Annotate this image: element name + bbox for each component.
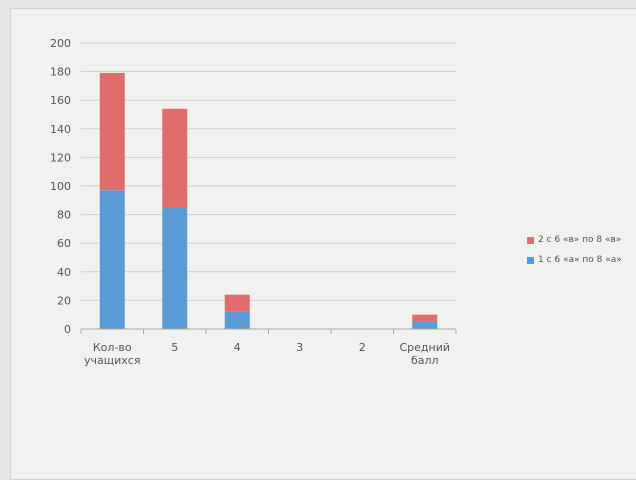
x-category-label: 5 xyxy=(171,341,178,354)
gridlines xyxy=(81,42,456,301)
legend-label: 2 с 6 «в» по 8 «в» xyxy=(538,235,622,245)
y-tick-label: 120 xyxy=(50,151,71,164)
legend-swatch xyxy=(527,236,534,244)
chart-area: 0 20 40 60 80 100 120 140 160 180 200 Кол-во учащих… xyxy=(10,8,636,480)
y-tick-label: 140 xyxy=(50,123,71,136)
y-tick-label: 200 xyxy=(50,37,71,50)
x-category-label: 2 xyxy=(359,341,366,354)
y-tick-label: 180 xyxy=(50,66,71,79)
legend: 2 с 6 «в» по 8 «в» 1 с 6 «а» по 8 «а» xyxy=(527,230,622,270)
y-tick-label: 160 xyxy=(50,94,71,107)
y-axis-ticks: 0 20 40 60 80 100 120 140 160 180 200 xyxy=(50,37,71,336)
bar-segment xyxy=(99,190,125,329)
bar-segment xyxy=(412,314,438,322)
legend-item: 2 с 6 «в» по 8 «в» xyxy=(527,230,622,250)
bar-segment xyxy=(412,321,438,329)
y-tick-label: 0 xyxy=(64,323,71,336)
legend-item: 1 с 6 «а» по 8 «а» xyxy=(527,250,622,270)
x-category-label: Средний балл xyxy=(399,341,450,367)
legend-label: 1 с 6 «а» по 8 «а» xyxy=(538,255,622,265)
stacked-bar-chart: 0 20 40 60 80 100 120 140 160 180 200 Кол-во учащих… xyxy=(50,37,457,367)
y-tick-label: 60 xyxy=(57,237,71,250)
x-category-label: Кол-во учащихся xyxy=(84,341,140,367)
bar-segment xyxy=(99,73,125,191)
y-tick-label: 80 xyxy=(57,209,71,222)
x-category-label: 4 xyxy=(234,341,241,354)
bar-segment xyxy=(162,108,188,208)
bar-segment xyxy=(162,207,188,329)
bars xyxy=(99,73,438,329)
legend-swatch xyxy=(527,256,534,264)
y-tick-label: 40 xyxy=(57,266,71,279)
bar-segment xyxy=(224,311,250,329)
x-category-label: 3 xyxy=(296,341,303,354)
y-tick-label: 100 xyxy=(50,180,71,193)
x-axis: Кол-во учащихся 5 4 3 2 Средний балл xyxy=(80,328,457,367)
bar-segment xyxy=(224,294,250,312)
y-tick-label: 20 xyxy=(57,294,71,307)
